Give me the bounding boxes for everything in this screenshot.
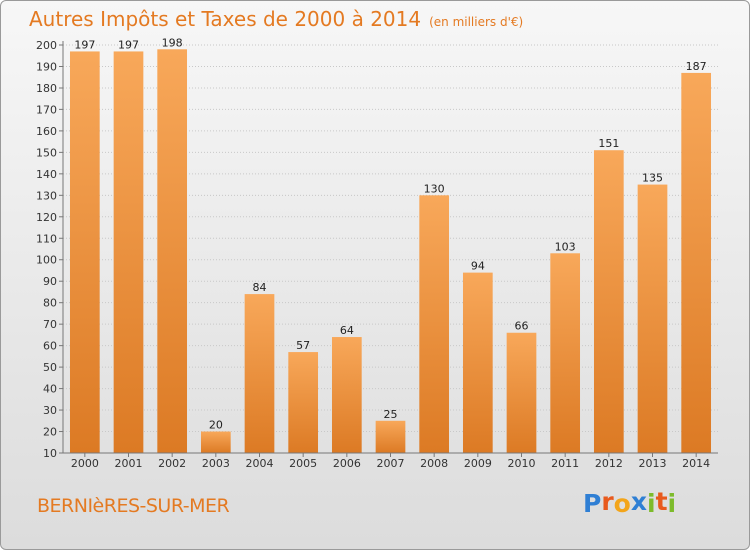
y-tick-label: 190 — [36, 60, 57, 73]
x-tick-label: 2011 — [551, 457, 579, 470]
x-tick-label: 2012 — [595, 457, 623, 470]
y-tick-label: 70 — [43, 318, 57, 331]
data-label: 64 — [340, 324, 354, 337]
bar — [593, 150, 624, 453]
bar — [113, 51, 144, 453]
x-tick-label: 2010 — [508, 457, 536, 470]
y-tick-label: 30 — [43, 404, 57, 417]
chart-title: Autres Impôts et Taxes de 2000 à 2014 (en… — [29, 7, 523, 31]
chart-title-text: Autres Impôts et Taxes de 2000 à 2014 — [29, 7, 422, 31]
logo-letter: x — [630, 487, 647, 516]
commune-name: BERNIèRES-SUR-MER — [37, 495, 230, 517]
bar — [506, 332, 537, 453]
bar — [69, 51, 100, 453]
data-label: 84 — [253, 281, 267, 294]
y-tick-label: 10 — [43, 447, 57, 460]
x-tick-label: 2007 — [377, 457, 405, 470]
proxiti-logo[interactable]: Proxiti — [583, 487, 677, 518]
data-label: 198 — [162, 36, 183, 49]
data-label: 151 — [598, 137, 619, 150]
data-label: 130 — [424, 182, 445, 195]
y-tick-label: 170 — [36, 103, 57, 116]
y-tick-label: 100 — [36, 254, 57, 267]
bar — [375, 420, 406, 453]
logo-letter: i — [667, 489, 677, 518]
data-label: 197 — [118, 38, 139, 51]
x-tick-label: 2000 — [71, 457, 99, 470]
x-tick-label: 2003 — [202, 457, 230, 470]
data-label: 66 — [515, 320, 529, 333]
logo-letter: P — [583, 489, 602, 518]
x-tick-label: 2004 — [246, 457, 274, 470]
y-tick-label: 80 — [43, 297, 57, 310]
x-tick-label: 2013 — [639, 457, 667, 470]
y-tick-label: 60 — [43, 340, 57, 353]
bar-chart: 197 197 198 20 84 57 64 25 130 94 66 103 151 135 187 1… — [36, 36, 718, 470]
bar — [157, 49, 188, 453]
y-tick-label: 130 — [36, 189, 57, 202]
y-tick-label: 180 — [36, 82, 57, 95]
y-tick-label: 200 — [36, 39, 57, 52]
data-label: 20 — [209, 419, 223, 432]
bar — [244, 294, 275, 453]
bar — [550, 253, 581, 453]
data-label: 103 — [555, 240, 576, 253]
data-label: 25 — [384, 408, 398, 421]
x-tick-label: 2014 — [682, 457, 710, 470]
y-tick-label: 50 — [43, 361, 57, 374]
x-tick-label: 2006 — [333, 457, 361, 470]
bar — [462, 272, 493, 453]
bar — [331, 337, 362, 453]
y-tick-label: 40 — [43, 383, 57, 396]
bar — [681, 72, 712, 454]
data-label: 187 — [686, 60, 707, 73]
y-tick-label: 140 — [36, 168, 57, 181]
bar — [288, 352, 319, 453]
bar — [419, 195, 450, 453]
y-tick-label: 150 — [36, 146, 57, 159]
logo-letter: t — [655, 487, 668, 516]
logo-letter: o — [613, 489, 631, 518]
x-tick-label: 2005 — [289, 457, 317, 470]
logo-letter: r — [601, 487, 614, 516]
x-tick-label: 2008 — [420, 457, 448, 470]
y-tick-label: 160 — [36, 125, 57, 138]
y-tick-label: 90 — [43, 275, 57, 288]
x-tick-label: 2002 — [158, 457, 186, 470]
y-tick-label: 110 — [36, 232, 57, 245]
logo-letter: i — [647, 489, 656, 518]
data-label: 197 — [74, 38, 95, 51]
data-label: 135 — [642, 172, 663, 185]
bar — [637, 184, 668, 453]
chart-subtitle: (en milliers d'€) — [429, 15, 524, 29]
x-tick-label: 2009 — [464, 457, 492, 470]
y-tick-label: 120 — [36, 211, 57, 224]
x-tick-label: 2001 — [115, 457, 143, 470]
bar — [200, 431, 231, 453]
data-label: 94 — [471, 260, 485, 273]
data-label: 57 — [296, 339, 310, 352]
y-tick-label: 20 — [43, 426, 57, 439]
